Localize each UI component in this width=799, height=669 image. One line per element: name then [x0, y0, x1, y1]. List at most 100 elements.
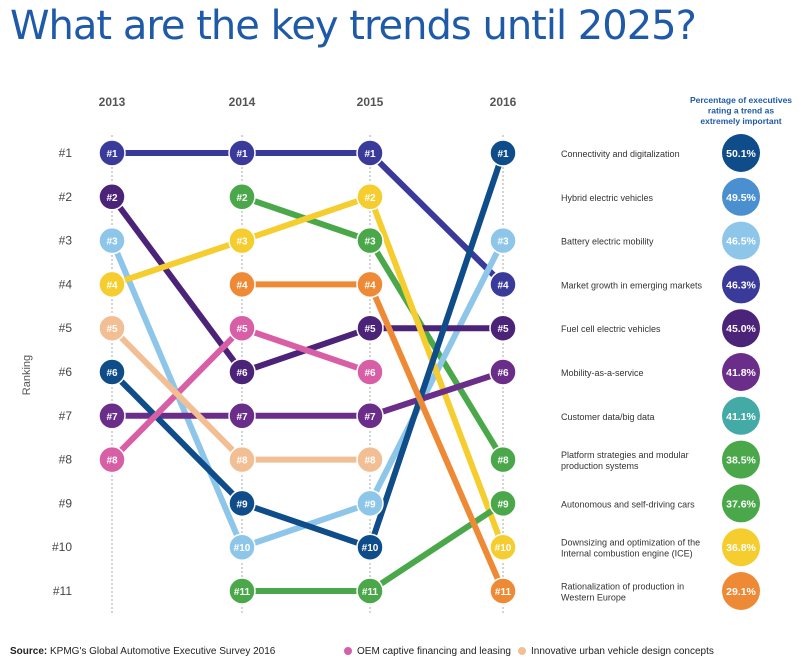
point-label: #2 [364, 193, 376, 204]
rank-point [489, 270, 517, 299]
rank-point [356, 183, 384, 211]
rank-point [98, 314, 126, 342]
trend-label: production systems [561, 461, 639, 471]
point-label: #3 [106, 237, 118, 248]
importance-bubble [722, 221, 760, 260]
importance-bubble [722, 484, 760, 523]
rank-label: #4 [59, 277, 73, 291]
importance-value: 36.8% [726, 542, 756, 554]
rank-point [356, 358, 384, 386]
point-label: #4 [497, 280, 509, 291]
importance-header: extremely important [700, 116, 781, 126]
ranking-chart: 2013 2014 2015 2016 #1 #2 #3 #4 #5 #6 #7 #8 #9 #10 #11… [21, 95, 792, 614]
rank-point [356, 533, 384, 561]
point-label: #7 [106, 412, 118, 423]
point-label: #3 [364, 237, 376, 248]
importance-value: 46.5% [726, 236, 756, 248]
rank-point [356, 270, 384, 299]
point-label: #5 [106, 324, 118, 335]
importance-value: 41.1% [726, 411, 756, 423]
rank-label: #2 [59, 190, 73, 204]
point-label: #11 [362, 587, 379, 598]
rank-point [356, 577, 384, 605]
rank-point [489, 533, 517, 561]
rank-point [489, 489, 517, 518]
rank-point [356, 489, 384, 518]
rank-point [356, 445, 384, 474]
y-axis-label: Ranking [21, 355, 33, 395]
point-label: #1 [497, 149, 509, 160]
point-label: #11 [234, 587, 251, 598]
importance-bubble [722, 528, 760, 567]
importance-bubble [722, 265, 760, 304]
rank-label: #1 [59, 146, 73, 160]
rank-point [228, 183, 256, 211]
rank-point [489, 139, 517, 167]
rank-label: #6 [59, 365, 73, 379]
rank-label: #3 [59, 234, 73, 248]
legend-item-oem: OEM captive financing and leasing [344, 646, 511, 657]
point-label: #7 [364, 412, 376, 423]
rank-point [228, 226, 256, 255]
rank-point [228, 533, 256, 561]
series-line [109, 325, 373, 463]
trend-label: Battery electric mobility [561, 237, 654, 247]
importance-bubble [722, 440, 760, 479]
importance-header: Percentage of executives [690, 95, 792, 105]
page-title: What are the key trends until 2025? [10, 3, 697, 49]
rank-point [98, 139, 126, 167]
year-label: 2013 [99, 95, 126, 109]
rank-point [356, 402, 384, 430]
trend-label: Mobility-as-a-service [561, 368, 644, 378]
legend-dot-icon [344, 647, 352, 656]
point-label: #5 [236, 324, 248, 335]
importance-bubble [722, 396, 760, 435]
rank-point [98, 183, 126, 211]
source-label: Source: [10, 646, 48, 657]
rank-point [356, 226, 384, 255]
point-label: #10 [234, 543, 251, 554]
series-line [109, 150, 506, 551]
rank-point [489, 577, 517, 605]
rank-point [98, 445, 126, 474]
point-label: #7 [236, 412, 248, 423]
point-label: #6 [236, 368, 248, 379]
series-line [109, 325, 373, 463]
trend-label: Rationalization of production in [561, 582, 684, 592]
rank-point [228, 402, 256, 430]
rank-point [98, 402, 126, 430]
point-label: #11 [495, 587, 512, 598]
point-label: #10 [495, 543, 512, 554]
trend-label: Platform strategies and modular [561, 450, 689, 460]
series-line [109, 193, 506, 551]
trend-label: Market growth in emerging markets [561, 280, 703, 290]
rank-point [356, 139, 384, 167]
trend-label: Hybrid electric vehicles [561, 193, 654, 203]
series-line [109, 150, 506, 288]
point-label: #4 [106, 280, 118, 291]
importance-value: 41.8% [726, 367, 756, 379]
point-label: #9 [236, 499, 248, 510]
trend-label: Downsizing and optimization of the [561, 538, 700, 548]
point-label: #8 [497, 456, 509, 467]
rank-label: #8 [59, 453, 73, 467]
point-label: #1 [106, 149, 118, 160]
importance-value: 45.0% [726, 323, 756, 335]
importance-bubble [722, 134, 760, 172]
rank-label: #7 [59, 409, 73, 423]
importance-value: 50.1% [726, 148, 756, 160]
importance-bubble [722, 177, 760, 216]
trend-label: Customer data/big data [561, 412, 655, 422]
rank-point [228, 445, 256, 474]
point-label: #1 [236, 149, 248, 160]
importance-value: 38.5% [726, 455, 756, 467]
rank-label: #5 [59, 321, 73, 335]
trend-label: Western Europe [561, 593, 626, 603]
rank-point [356, 314, 384, 342]
legend-item-urban: Innovative urban vehicle design concepts [518, 646, 714, 657]
source-text: KPMG's Global Automotive Executive Surve… [50, 646, 276, 657]
rank-point [489, 226, 517, 255]
importance-value: 49.5% [726, 192, 756, 204]
rank-point [98, 270, 126, 299]
point-label: #2 [236, 193, 248, 204]
